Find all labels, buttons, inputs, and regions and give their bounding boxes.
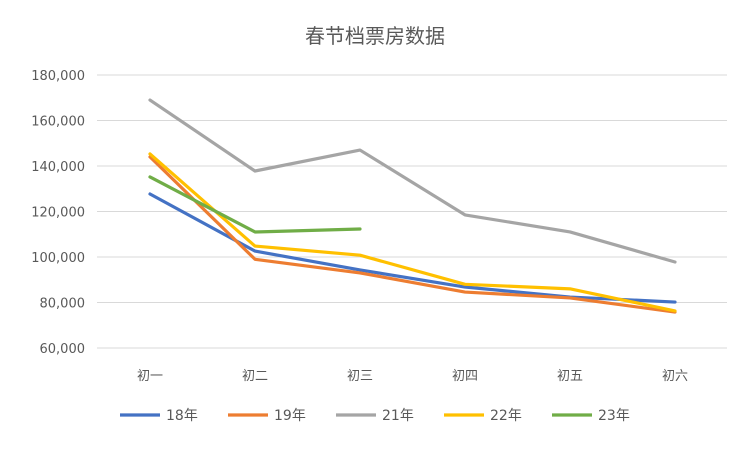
x-tick-label: 初五 (557, 369, 583, 384)
series-line-23年 (148, 175, 362, 234)
y-tick-label: 60,000 (40, 342, 86, 357)
x-tick-label: 初三 (347, 369, 373, 384)
legend-label: 22年 (490, 408, 522, 424)
y-tick-label: 120,000 (31, 206, 85, 221)
legend-label: 18年 (166, 408, 198, 424)
legend-label: 23年 (598, 408, 630, 424)
legend-label: 21年 (382, 408, 414, 424)
series-line-18年 (148, 192, 677, 304)
y-tick-label: 140,000 (31, 160, 85, 175)
chart-title: 春节档票房数据 (305, 24, 445, 48)
series-line-19年 (148, 155, 677, 314)
y-tick-label: 100,000 (31, 251, 85, 266)
y-tick-label: 180,000 (31, 69, 85, 84)
y-tick-label: 160,000 (31, 115, 85, 130)
series-line-22年 (148, 152, 677, 313)
x-tick-label: 初四 (452, 369, 478, 384)
x-tick-label: 初六 (662, 369, 688, 384)
x-tick-label: 初一 (137, 369, 163, 384)
y-tick-label: 80,000 (40, 297, 86, 312)
series-line-21年 (148, 98, 677, 264)
x-tick-label: 初二 (242, 369, 268, 384)
legend-label: 19年 (274, 408, 306, 424)
